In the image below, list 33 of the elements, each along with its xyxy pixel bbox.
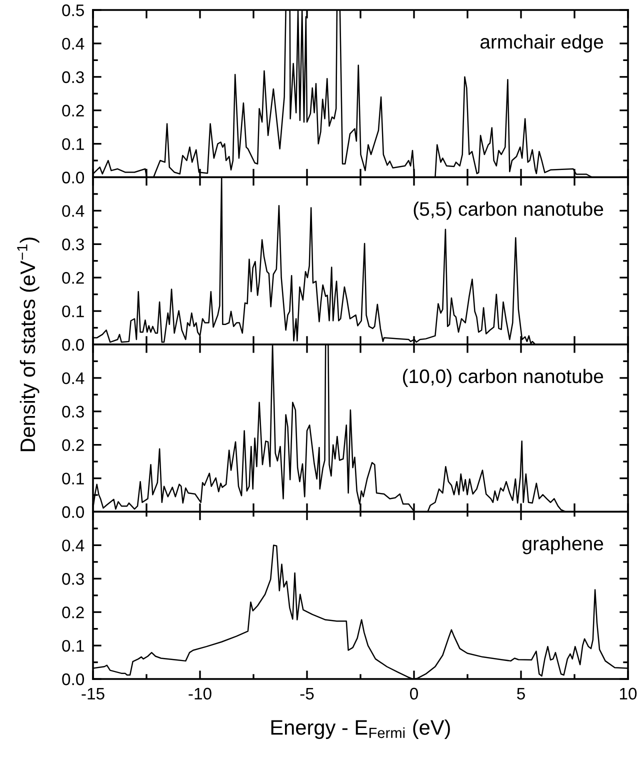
y-tick-label: 0.1 [62, 305, 84, 318]
y-tick-label: 0.0 [62, 673, 84, 686]
y-tick-label: 0.3 [62, 406, 84, 418]
x-tick-label: -5 [300, 688, 314, 700]
y-tick-label: 0.1 [62, 472, 84, 485]
y-tick-label: 0.0 [62, 506, 84, 518]
x-axis-title: Energy - E$_{Fermi}$ (eV) [271, 720, 450, 739]
x-tick-label: -10 [188, 688, 212, 700]
y-tick-label: 0.2 [62, 104, 84, 117]
y-tick-label: 0.2 [62, 439, 84, 452]
y-tick-label: 0.4 [62, 540, 84, 552]
y-tick-label: 0.3 [62, 238, 84, 250]
y-tick-label: 0.0 [62, 172, 84, 184]
x-tick-label: 0 [410, 688, 418, 700]
y-tick-label: 0.0 [62, 338, 84, 351]
y-tick-label: 0.1 [62, 640, 84, 652]
y-tick-label: 0.4 [62, 38, 84, 50]
y-tick-label: 0.2 [62, 272, 84, 284]
text: (5,5) carbon nanotube [414, 202, 604, 220]
text: (10,0) carbon nanotube [402, 368, 604, 388]
y-tick-label: 0.3 [62, 573, 84, 585]
x-tick-label: -15 [82, 688, 104, 700]
y-tick-label: 0.3 [62, 71, 84, 84]
x-tick-label: 10 [620, 688, 637, 700]
text: armchair edge [480, 34, 604, 53]
y-tick-label: 0.4 [62, 372, 84, 384]
text: graphene [522, 536, 604, 554]
y-tick-label: 0.1 [62, 138, 84, 150]
y-tick-label: 0.2 [62, 606, 84, 618]
y-tick-label: 0.5 [62, 4, 84, 16]
x-tick-label: 5 [517, 688, 525, 700]
y-tick-label: 0.4 [62, 205, 84, 217]
y-axis-title: Density of states (eV$^{−1}$) [17, 238, 40, 452]
